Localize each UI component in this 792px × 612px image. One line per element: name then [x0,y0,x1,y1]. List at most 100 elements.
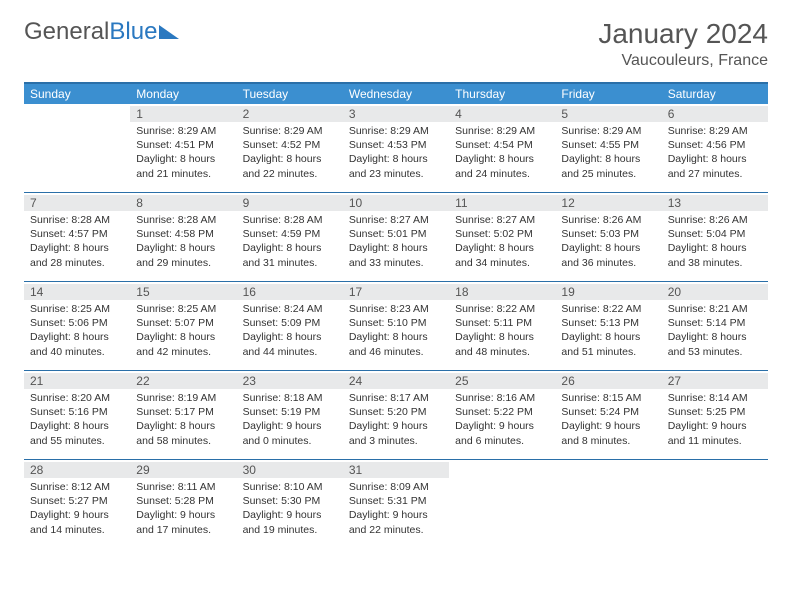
day-cell: 22Sunrise: 8:19 AMSunset: 5:17 PMDayligh… [130,371,236,459]
day-cell: 12Sunrise: 8:26 AMSunset: 5:03 PMDayligh… [555,193,661,281]
daylight-line-2: and 17 minutes. [136,523,230,537]
dayname: Tuesday [237,84,343,104]
daylight-line-2: and 14 minutes. [30,523,124,537]
daylight-line-1: Daylight: 8 hours [30,330,124,344]
sunset-line: Sunset: 4:55 PM [561,138,655,152]
daylight-line-1: Daylight: 8 hours [136,241,230,255]
week-row: 28Sunrise: 8:12 AMSunset: 5:27 PMDayligh… [24,460,768,548]
day-number: 18 [449,284,555,300]
day-number: 19 [555,284,661,300]
day-cell: 23Sunrise: 8:18 AMSunset: 5:19 PMDayligh… [237,371,343,459]
sunrise-line: Sunrise: 8:17 AM [349,391,443,405]
day-cell: 29Sunrise: 8:11 AMSunset: 5:28 PMDayligh… [130,460,236,548]
day-number: 2 [237,106,343,122]
daylight-line-2: and 6 minutes. [455,434,549,448]
daylight-line-2: and 19 minutes. [243,523,337,537]
day-number [662,462,768,478]
daylight-line-2: and 23 minutes. [349,167,443,181]
sunset-line: Sunset: 4:56 PM [668,138,762,152]
day-number: 15 [130,284,236,300]
sunrise-line: Sunrise: 8:22 AM [561,302,655,316]
daylight-line-2: and 31 minutes. [243,256,337,270]
sunrise-line: Sunrise: 8:24 AM [243,302,337,316]
sunset-line: Sunset: 5:20 PM [349,405,443,419]
sunset-line: Sunset: 5:13 PM [561,316,655,330]
daylight-line-1: Daylight: 8 hours [136,419,230,433]
sunset-line: Sunset: 5:07 PM [136,316,230,330]
daylight-line-2: and 48 minutes. [455,345,549,359]
day-cell: 10Sunrise: 8:27 AMSunset: 5:01 PMDayligh… [343,193,449,281]
day-number: 3 [343,106,449,122]
daylight-line-2: and 34 minutes. [455,256,549,270]
dayname: Saturday [662,84,768,104]
daylight-line-1: Daylight: 9 hours [243,419,337,433]
daylight-line-1: Daylight: 8 hours [136,152,230,166]
sunrise-line: Sunrise: 8:28 AM [243,213,337,227]
daylight-line-1: Daylight: 9 hours [30,508,124,522]
logo-text-left: General [24,18,109,46]
day-number: 16 [237,284,343,300]
day-cell: 19 Sunrise: 8:22 AMSunset: 5:13 PMDayligh… [555,282,661,370]
day-cell: 20Sunrise: 8:21 AMSunset: 5:14 PMDayligh… [662,282,768,370]
daylight-line-2: and 3 minutes. [349,434,443,448]
day-number: 12 [555,195,661,211]
daylight-line-2: and 40 minutes. [30,345,124,359]
day-number: 21 [24,373,130,389]
day-number: 7 [24,195,130,211]
daylight-line-1: Daylight: 9 hours [668,419,762,433]
sunrise-line: Sunrise: 8:25 AM [136,302,230,316]
daylight-line-1: Daylight: 9 hours [349,419,443,433]
day-cell: 26Sunrise: 8:15 AMSunset: 5:24 PMDayligh… [555,371,661,459]
sunset-line: Sunset: 4:58 PM [136,227,230,241]
day-number: 10 [343,195,449,211]
daylight-line-2: and 36 minutes. [561,256,655,270]
logo-text-right: Blue [109,18,157,46]
daylight-line-1: Daylight: 8 hours [561,330,655,344]
daylight-line-1: Daylight: 8 hours [561,241,655,255]
day-number: 26 [555,373,661,389]
sunrise-line: Sunrise: 8:22 AM [455,302,549,316]
sunrise-line: Sunrise: 8:21 AM [668,302,762,316]
logo-flag-icon [159,23,179,39]
day-number [555,462,661,478]
daylight-line-2: and 58 minutes. [136,434,230,448]
day-cell: 31Sunrise: 8:09 AMSunset: 5:31 PMDayligh… [343,460,449,548]
sunrise-line: Sunrise: 8:29 AM [136,124,230,138]
day-number: 24 [343,373,449,389]
weeks-container: 1Sunrise: 8:29 AMSunset: 4:51 PMDaylight… [24,104,768,548]
sunrise-line: Sunrise: 8:27 AM [455,213,549,227]
dayname: Sunday [24,84,130,104]
sunset-line: Sunset: 5:06 PM [30,316,124,330]
day-cell: 15Sunrise: 8:25 AMSunset: 5:07 PMDayligh… [130,282,236,370]
daylight-line-1: Daylight: 8 hours [349,241,443,255]
dayname: Wednesday [343,84,449,104]
daylight-line-1: Daylight: 8 hours [455,330,549,344]
sunset-line: Sunset: 4:53 PM [349,138,443,152]
daylight-line-2: and 29 minutes. [136,256,230,270]
day-cell: 17Sunrise: 8:23 AMSunset: 5:10 PMDayligh… [343,282,449,370]
daylight-line-2: and 55 minutes. [30,434,124,448]
sunset-line: Sunset: 5:10 PM [349,316,443,330]
sunset-line: Sunset: 5:25 PM [668,405,762,419]
sunset-line: Sunset: 5:09 PM [243,316,337,330]
sunrise-line: Sunrise: 8:18 AM [243,391,337,405]
day-number: 28 [24,462,130,478]
day-number: 4 [449,106,555,122]
day-number: 27 [662,373,768,389]
daylight-line-1: Daylight: 8 hours [561,152,655,166]
daylight-line-1: Daylight: 8 hours [30,419,124,433]
sunset-line: Sunset: 5:24 PM [561,405,655,419]
sunrise-line: Sunrise: 8:15 AM [561,391,655,405]
sunset-line: Sunset: 5:14 PM [668,316,762,330]
sunset-line: Sunset: 4:51 PM [136,138,230,152]
daylight-line-1: Daylight: 9 hours [243,508,337,522]
sunrise-line: Sunrise: 8:14 AM [668,391,762,405]
daylight-line-1: Daylight: 8 hours [668,330,762,344]
dayname-row: SundayMondayTuesdayWednesdayThursdayFrid… [24,84,768,104]
day-cell [449,460,555,548]
daylight-line-1: Daylight: 8 hours [243,152,337,166]
page-header: GeneralBlue January 2024 Vaucouleurs, Fr… [24,18,768,70]
page-title: January 2024 [598,18,768,50]
sunrise-line: Sunrise: 8:29 AM [349,124,443,138]
daylight-line-2: and 42 minutes. [136,345,230,359]
